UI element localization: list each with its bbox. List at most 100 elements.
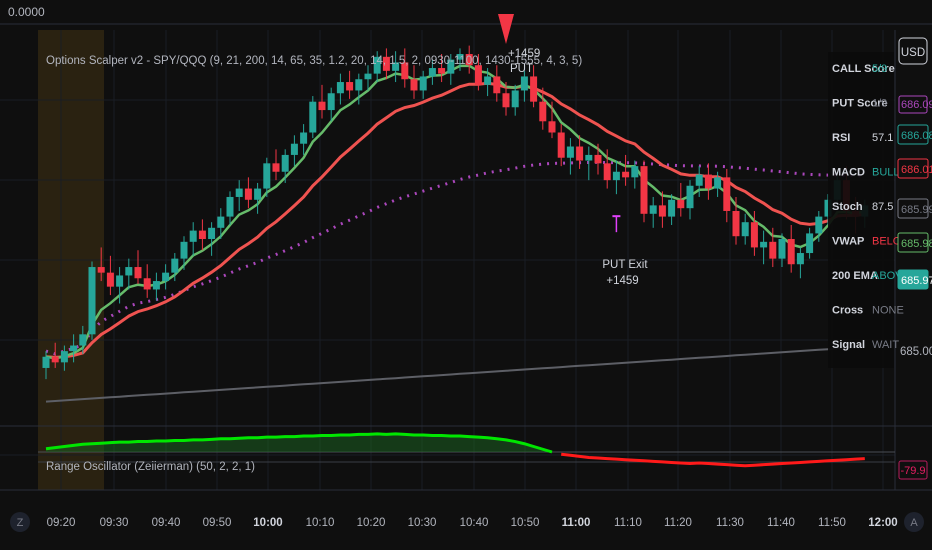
candle-body bbox=[796, 253, 804, 265]
auto-scale-label: A bbox=[910, 517, 918, 529]
scorecard-value: BULL bbox=[872, 167, 900, 179]
candle bbox=[603, 149, 611, 189]
candle bbox=[640, 160, 648, 223]
candle-body bbox=[732, 210, 740, 237]
sell-signal-price: +1459 bbox=[508, 48, 540, 60]
oscillator-title[interactable]: Range Oscillator (Zeiierman) (50, 2, 2, … bbox=[46, 461, 255, 473]
price-tag-text: 685.99 bbox=[901, 204, 932, 216]
candle-body bbox=[254, 188, 262, 200]
sell-signal-marker bbox=[498, 14, 514, 45]
candle bbox=[134, 250, 142, 284]
candle-body bbox=[217, 216, 225, 228]
candle bbox=[373, 51, 381, 83]
candle-body bbox=[171, 258, 179, 273]
candle-body bbox=[787, 239, 795, 265]
oscillator-positive-line bbox=[45, 432, 553, 454]
candle-body bbox=[134, 267, 142, 279]
candle bbox=[778, 233, 786, 268]
currency-button[interactable] bbox=[898, 37, 928, 65]
candle bbox=[355, 73, 363, 105]
candle-body bbox=[741, 222, 749, 237]
candle-body bbox=[272, 163, 280, 172]
price-tag-text: 686.08 bbox=[901, 130, 932, 142]
candle bbox=[750, 210, 758, 256]
time-tick-label: 10:20 bbox=[357, 517, 386, 529]
candle-body bbox=[677, 199, 685, 209]
zoom-left-button[interactable] bbox=[10, 512, 30, 532]
candle bbox=[318, 84, 326, 119]
candle-body bbox=[336, 82, 344, 94]
candle bbox=[226, 191, 234, 225]
scorecard-label: PUT Score bbox=[832, 98, 888, 110]
candle-body bbox=[566, 146, 574, 158]
candle bbox=[382, 48, 390, 80]
candle bbox=[309, 96, 317, 139]
candle-body bbox=[447, 59, 455, 74]
candle-body bbox=[594, 154, 602, 164]
candle-body bbox=[686, 185, 694, 209]
candle bbox=[714, 171, 722, 197]
time-tick-label: 10:00 bbox=[253, 517, 282, 529]
candle-body bbox=[70, 345, 78, 352]
candle bbox=[704, 163, 712, 200]
price-axis[interactable]: 686.09 686.08 686.01 685.99 685.98 685.97 bbox=[897, 95, 932, 290]
candle-body bbox=[612, 171, 620, 181]
candle-body bbox=[355, 79, 363, 91]
price-tag-text: 685.97 bbox=[901, 275, 932, 287]
candle-body bbox=[327, 93, 335, 111]
candle bbox=[235, 180, 243, 211]
scorecard-panel bbox=[828, 52, 894, 368]
candle bbox=[474, 54, 482, 91]
candle-body bbox=[392, 62, 400, 71]
price-tag bbox=[897, 124, 929, 145]
ema-200-line bbox=[45, 345, 865, 403]
time-tick-label: 12:00 bbox=[868, 517, 897, 529]
candle-body bbox=[290, 143, 298, 155]
candle-body bbox=[474, 65, 482, 85]
time-tick-label: 10:30 bbox=[408, 517, 437, 529]
candle-body bbox=[465, 54, 473, 66]
price-tag bbox=[897, 269, 929, 290]
candle bbox=[143, 264, 151, 298]
candle bbox=[79, 325, 87, 354]
price-tag-partial-text: 686.09 bbox=[901, 99, 932, 111]
candle-body bbox=[42, 356, 50, 368]
candle bbox=[254, 182, 262, 214]
candle-body bbox=[152, 281, 160, 290]
candle-body bbox=[502, 93, 510, 108]
candle-body bbox=[300, 132, 308, 144]
candle bbox=[336, 73, 344, 105]
candle bbox=[815, 210, 823, 242]
candle bbox=[198, 219, 206, 251]
indicator-title[interactable]: Options Scalper v2 - SPY/QQQ (9, 21, 200… bbox=[46, 55, 582, 67]
time-tick-label: 11:10 bbox=[614, 517, 642, 529]
candle bbox=[300, 124, 308, 155]
candle-body bbox=[493, 76, 501, 94]
candle-body bbox=[373, 56, 381, 74]
scorecard-label: RSI bbox=[832, 132, 850, 144]
time-tick-label: 09:40 bbox=[152, 517, 181, 529]
candle-body bbox=[668, 199, 676, 217]
sell-signal-label: PUT bbox=[510, 63, 533, 75]
candle-body bbox=[658, 205, 666, 217]
currency-label: USD bbox=[901, 47, 925, 59]
candle-body bbox=[401, 62, 409, 80]
candle bbox=[189, 222, 197, 256]
candle bbox=[585, 146, 593, 181]
candle-body bbox=[456, 54, 464, 60]
time-tick-label: 10:10 bbox=[306, 517, 335, 529]
time-axis[interactable]: 09:20 09:30 09:40 09:50 10:00 10:10 10:20 10:30… bbox=[47, 517, 898, 529]
candle bbox=[116, 267, 124, 304]
price-tag-text: 685.98 bbox=[901, 238, 932, 250]
candle-body bbox=[714, 177, 722, 189]
auto-scale-button[interactable] bbox=[904, 512, 924, 532]
candle-body bbox=[208, 227, 216, 240]
candle bbox=[208, 222, 216, 256]
candle bbox=[401, 48, 409, 88]
candle-body bbox=[557, 132, 565, 158]
candle bbox=[631, 160, 639, 189]
candle-body bbox=[704, 174, 712, 189]
candle-body bbox=[382, 56, 390, 71]
candle-body bbox=[622, 171, 630, 178]
candle bbox=[438, 54, 446, 83]
